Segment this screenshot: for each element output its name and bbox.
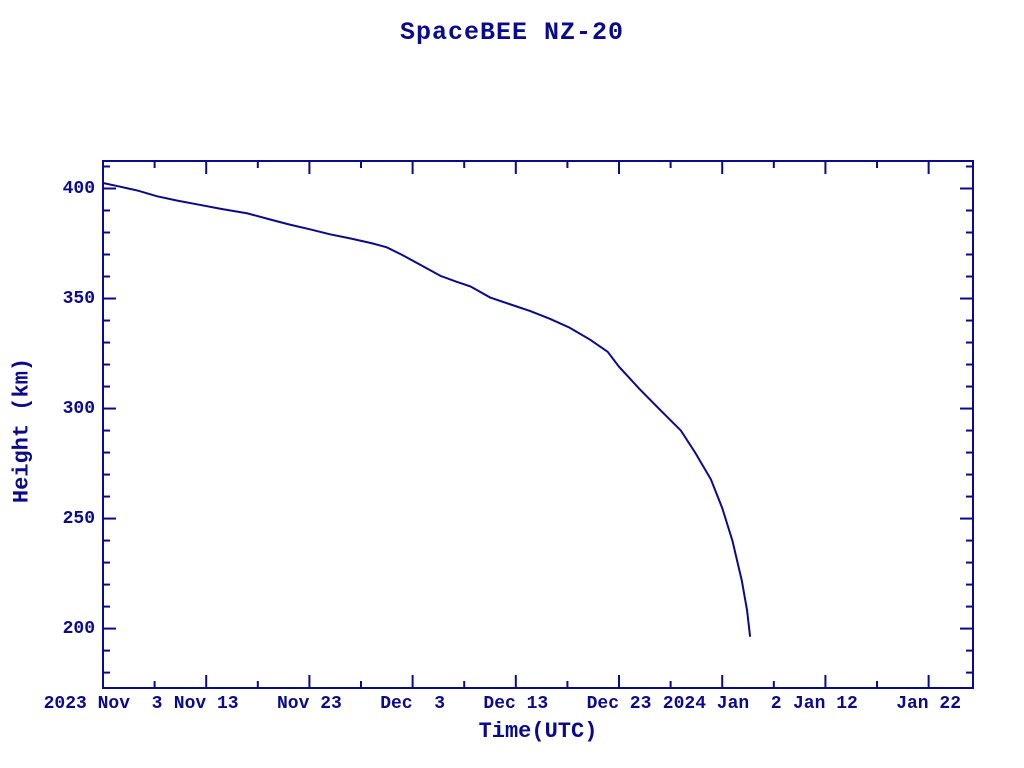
decay-curve xyxy=(102,182,752,637)
plot-frame xyxy=(102,160,974,689)
x-tick-label: Dec 23 xyxy=(586,694,652,714)
x-tick-label: Jan 12 xyxy=(793,694,858,714)
y-tick-label: 300 xyxy=(62,398,95,419)
x-tick-label: 2024 Jan 2 xyxy=(662,694,782,714)
chart-title: SpaceBEE NZ-20 xyxy=(399,18,625,47)
x-axis-title: Time(UTC) xyxy=(478,719,598,744)
x-tick-label: Dec 13 xyxy=(483,694,549,714)
x-tick-label: Jan 22 xyxy=(896,694,962,714)
y-tick-label: 350 xyxy=(62,288,95,309)
x-tick-label: Nov 23 xyxy=(276,694,342,714)
y-tick-label: 400 xyxy=(62,178,95,199)
x-tick-label: Nov 13 xyxy=(173,694,239,714)
y-tick-label: 250 xyxy=(62,508,95,529)
x-tick-label: 2023 Nov 3 xyxy=(43,694,163,714)
y-tick-label: 200 xyxy=(62,618,95,639)
x-tick-label: Dec 3 xyxy=(380,694,445,714)
